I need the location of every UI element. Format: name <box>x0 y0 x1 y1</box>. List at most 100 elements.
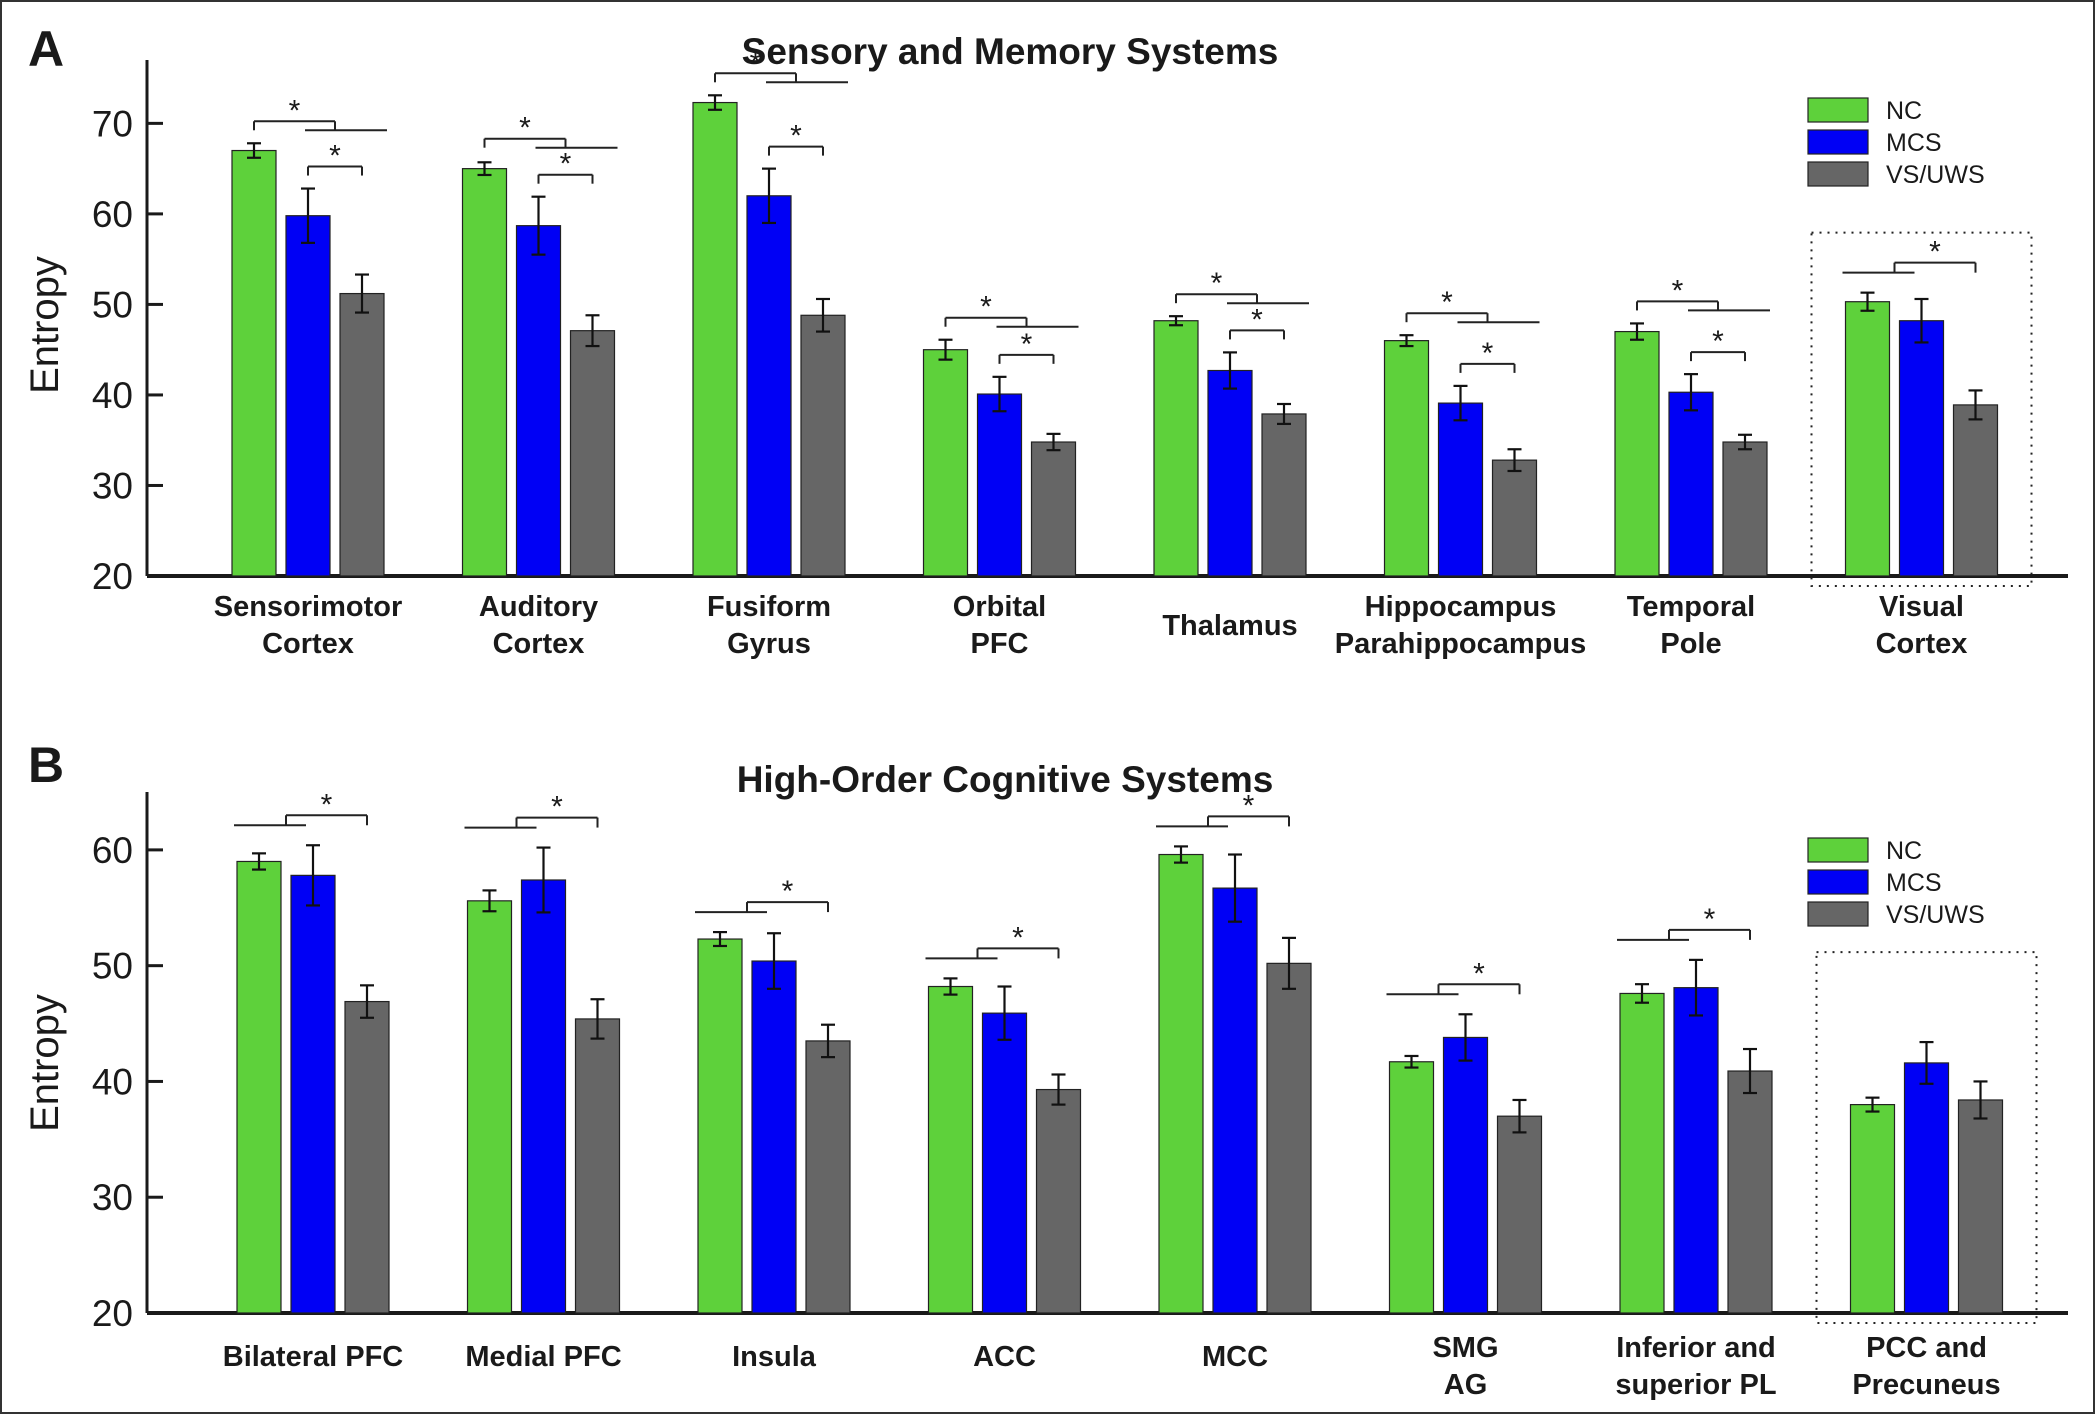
significance-bracket: * <box>253 94 387 132</box>
significance-bracket: * <box>944 291 1079 328</box>
bar-vs-uws <box>1030 441 1077 577</box>
y-tick-label: 50 <box>92 946 133 987</box>
significance-bracket: * <box>483 112 618 149</box>
bar-nc <box>1383 340 1430 577</box>
panel-a-y-axis-label: Entropy <box>23 256 67 394</box>
panel-letter-a: A <box>28 21 64 77</box>
significance-bracket: * <box>1690 325 1746 362</box>
bar-mcs <box>1207 369 1253 577</box>
bar-mcs <box>1212 887 1258 1314</box>
bar-mcs <box>1442 1036 1489 1314</box>
significance-bracket: * <box>925 921 1060 960</box>
category-label-line-2: Precuneus <box>1852 1369 2000 1401</box>
bar-nc <box>1619 992 1665 1314</box>
y-tick-label: 60 <box>92 830 133 871</box>
bar-vs-uws <box>1722 441 1768 577</box>
significance-bracket: * <box>464 791 599 829</box>
y-tick-label: 60 <box>92 194 133 235</box>
bar-nc <box>692 101 738 577</box>
significance-star: * <box>1441 286 1453 319</box>
panel-b-y-axis-label: Entropy <box>23 994 67 1132</box>
bar-vs-uws <box>1035 1088 1082 1314</box>
legend-swatch-mcs <box>1807 129 1869 155</box>
legend-label-nc: NC <box>1886 97 1922 125</box>
significance-bracket: * <box>1405 286 1540 324</box>
legend-label-vs-uws: VS/UWS <box>1886 901 1985 929</box>
category-label: Inferior and <box>1616 1332 1776 1364</box>
significance-star: * <box>1211 267 1223 300</box>
bar-vs-uws <box>800 314 846 577</box>
significance-bracket: * <box>998 328 1055 364</box>
bar-mcs <box>1673 987 1719 1314</box>
bar-mcs <box>1903 1062 1950 1314</box>
legend-swatch-nc <box>1807 97 1869 123</box>
significance-bracket: * <box>1229 303 1285 340</box>
y-tick-label: 40 <box>92 1061 133 1102</box>
bar-nc <box>1849 1103 1896 1314</box>
bar-vs-uws <box>1266 962 1312 1314</box>
legend: NC MCS VS/UWS <box>1807 837 1985 929</box>
significance-bracket: * <box>307 140 363 176</box>
significance-star: * <box>1251 303 1263 336</box>
panel-a-title: Sensory and Memory Systems <box>742 31 1279 72</box>
significance-star: * <box>289 94 301 127</box>
legend-label-mcs: MCS <box>1886 869 1942 897</box>
significance-bracket: * <box>1617 903 1751 941</box>
significance-star: * <box>1704 903 1716 936</box>
bar-nc <box>1614 330 1660 577</box>
category-label-line-2: superior PL <box>1615 1369 1776 1401</box>
significance-bracket: * <box>768 120 824 156</box>
bar-mcs <box>515 225 562 577</box>
legend-swatch-vs-uws <box>1807 161 1869 187</box>
significance-star: * <box>551 791 563 824</box>
bar-mcs <box>976 393 1023 577</box>
significance-star: * <box>321 788 333 821</box>
panel-b: B High-Order Cognitive Systems Entropy 2… <box>23 737 2068 1401</box>
bar-vs-uws <box>569 330 616 577</box>
bar-vs-uws <box>1261 413 1307 577</box>
significance-bracket: * <box>1175 267 1309 305</box>
panel-a: A Sensory and Memory Systems Entropy 20 3… <box>23 21 2068 660</box>
category-label: Sensorimotor <box>214 591 403 623</box>
bar-mcs <box>520 879 567 1314</box>
bar-mcs <box>1437 402 1484 577</box>
bar-nc <box>466 900 513 1314</box>
category-label-line-2: Cortex <box>1876 628 1968 660</box>
significance-bracket: * <box>1156 789 1290 828</box>
category-label: ACC <box>973 1341 1036 1373</box>
category-label: Temporal <box>1627 591 1755 623</box>
category-label: Fusiform <box>707 591 831 623</box>
bar-vs-uws <box>1496 1115 1543 1314</box>
y-tick-label: 30 <box>92 465 133 506</box>
bar-nc <box>697 938 743 1314</box>
significance-bracket: * <box>234 788 368 827</box>
category-label-line-2: AG <box>1444 1369 1488 1401</box>
category-label-line-2: PFC <box>971 628 1029 660</box>
category-label: Bilateral PFC <box>223 1341 404 1373</box>
significance-bracket: * <box>1386 957 1521 996</box>
significance-star: * <box>519 112 531 145</box>
bar-nc <box>1844 301 1891 577</box>
legend: NC MCS VS/UWS <box>1807 97 1985 189</box>
bar-mcs <box>751 960 797 1314</box>
legend-swatch-vs-uws <box>1807 901 1869 927</box>
category-label: Hippocampus <box>1365 591 1557 623</box>
significance-bracket: * <box>1636 274 1770 312</box>
bar-vs-uws <box>1952 404 1999 577</box>
legend-label-nc: NC <box>1886 837 1922 865</box>
category-label-line-2: Cortex <box>262 628 354 660</box>
bar-mcs <box>290 874 336 1314</box>
significance-star: * <box>980 291 992 324</box>
bar-nc <box>1153 320 1199 577</box>
significance-bracket: * <box>537 148 594 184</box>
y-tick-label: 20 <box>92 1293 133 1334</box>
significance-star: * <box>1712 325 1724 358</box>
category-label: Insula <box>732 1341 817 1373</box>
significance-star: * <box>329 140 341 173</box>
category-label-line-2: Pole <box>1660 628 1721 660</box>
significance-star: * <box>790 120 802 153</box>
legend-label-vs-uws: VS/UWS <box>1886 161 1985 189</box>
significance-bracket: * <box>1459 337 1516 373</box>
significance-star: * <box>1473 957 1485 990</box>
